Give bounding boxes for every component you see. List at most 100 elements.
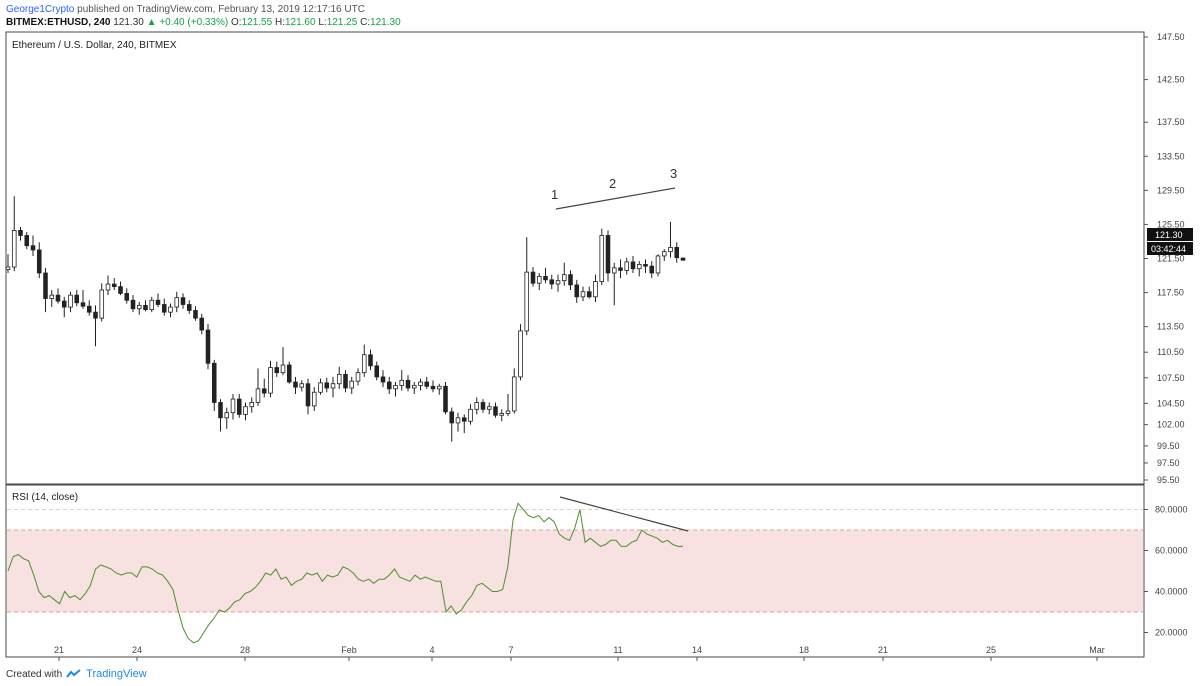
candle-body: [243, 406, 248, 415]
candle-body: [168, 306, 173, 313]
candle-body: [668, 247, 673, 253]
candle: [561, 262, 567, 286]
time-axis[interactable]: 21 24 28 Feb 4 7 11 14 18 21 25 Mar: [6, 645, 1144, 661]
candle-body: [80, 302, 86, 307]
candle-body: [493, 406, 498, 416]
candle-body: [293, 381, 298, 388]
candle-body: [499, 413, 505, 416]
footer: Created with TradingView: [6, 668, 147, 680]
open-value: 121.55: [241, 17, 273, 28]
price-pane[interactable]: [5, 31, 1145, 485]
candle-body: [43, 272, 48, 299]
price-tick-label: 147.50: [1157, 32, 1185, 42]
candle-body: [555, 280, 561, 285]
candle-body: [405, 379, 411, 389]
price-tick-label: 99.50: [1157, 441, 1180, 451]
candle: [518, 324, 523, 381]
candle-body: [274, 367, 280, 374]
price-axis[interactable]: 95.50 97.50 99.50 102.00 104.50 107.50 110.50 1…: [1144, 32, 1185, 485]
price-tick-label: 107.50: [1157, 373, 1185, 383]
candle: [318, 378, 323, 395]
candle: [24, 232, 30, 250]
candle-body: [455, 417, 461, 424]
candle-body: [211, 362, 217, 403]
candle-body: [536, 275, 542, 284]
time-tick-label: 28: [240, 645, 250, 655]
time-tick-label: Mar: [1089, 645, 1105, 655]
price-tick-label: 113.50: [1157, 322, 1184, 332]
candle-body: [149, 299, 155, 311]
candle-body: [661, 251, 667, 257]
candle: [499, 409, 505, 422]
candle: [286, 361, 292, 384]
candle: [405, 375, 411, 392]
time-tick-label: 24: [132, 645, 142, 655]
candle-body: [630, 261, 636, 270]
candle: [511, 368, 517, 414]
rsi-axis[interactable]: 20.0000 40.0000 60.0000 80.0000: [1144, 505, 1188, 638]
last-price-tag-label: 121.30: [1155, 230, 1183, 240]
rsi-tick-label: 60.0000: [1155, 546, 1188, 556]
candle-body: [280, 364, 286, 374]
candle: [361, 344, 367, 377]
candle: [55, 288, 61, 304]
candle-body: [205, 329, 211, 364]
high-value: 121.60: [284, 17, 316, 28]
candle: [343, 370, 348, 393]
candle: [243, 402, 248, 421]
candle-body: [486, 406, 492, 410]
candle: [136, 301, 142, 315]
change-value: +0.40 (+0.33%): [159, 17, 229, 28]
candle-body: [305, 383, 311, 407]
candle: [543, 267, 548, 284]
candle-body: [605, 235, 611, 274]
candle: [161, 298, 167, 316]
countdown-tag-label: 03:42:44: [1151, 244, 1186, 254]
rsi-tick-label: 20.0000: [1155, 628, 1188, 638]
candle-body: [49, 294, 55, 299]
candle: [199, 313, 205, 335]
candle: [593, 274, 598, 302]
candle: [218, 399, 223, 432]
candle-body: [461, 417, 467, 422]
candle: [486, 402, 492, 415]
candle-body: [324, 382, 330, 389]
candle: [99, 283, 105, 322]
candle-body: [286, 364, 292, 383]
candle-body: [549, 279, 555, 285]
candle: [443, 382, 448, 415]
candle: [274, 361, 280, 377]
candle-body: [99, 289, 105, 319]
tradingview-logo-icon: [66, 669, 81, 678]
candle: [355, 368, 361, 386]
candle-body: [474, 402, 480, 410]
candle-body: [518, 330, 523, 378]
candle: [630, 255, 636, 273]
candle: [480, 399, 486, 413]
candle-body: [230, 398, 236, 414]
candle: [680, 257, 686, 261]
tradingview-brand[interactable]: TradingView: [86, 668, 147, 680]
author-link[interactable]: George1Crypto: [6, 4, 75, 15]
candle: [368, 349, 373, 371]
candle-body: [368, 354, 373, 367]
candle: [574, 279, 580, 303]
candle: [230, 393, 236, 420]
candle-body: [311, 391, 317, 407]
price-tick-label: 125.50: [1157, 219, 1185, 229]
price-tick-label: 110.50: [1157, 347, 1184, 357]
candle-body: [524, 271, 530, 332]
candle: [205, 324, 211, 370]
candle-body: [561, 274, 567, 282]
candle-body: [505, 410, 511, 414]
candle-body: [86, 305, 92, 313]
trendline-highs[interactable]: [555, 187, 676, 210]
candle: [555, 274, 561, 292]
annotation-3: 3: [670, 166, 677, 181]
candle-body: [418, 381, 423, 386]
candle: [130, 295, 136, 313]
candle-body: [593, 281, 598, 298]
rsi-divergence-line[interactable]: [559, 496, 689, 532]
candle-body: [5, 266, 11, 270]
